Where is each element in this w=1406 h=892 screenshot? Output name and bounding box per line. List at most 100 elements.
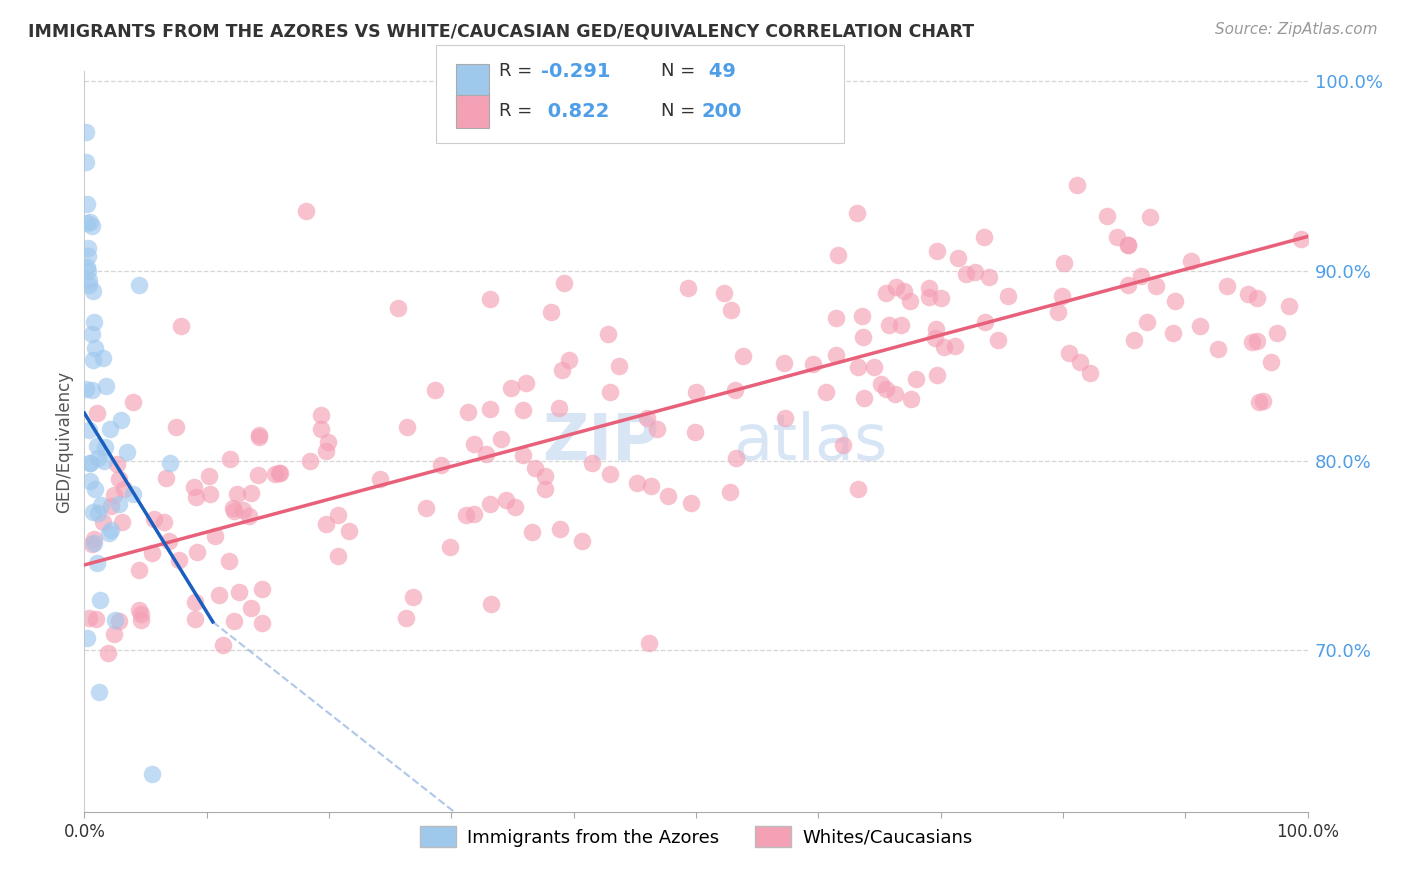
Point (512, 403, 534, 417)
Point (103, 487, 125, 501)
Point (925, 368, 948, 383)
Point (112, 482, 135, 496)
Point (862, 359, 884, 374)
Point (222, 614, 245, 628)
Point (103, 627, 125, 641)
Point (295, 204, 318, 219)
Point (890, 318, 912, 332)
Point (846, 483, 869, 497)
Point (1057, 346, 1080, 360)
Point (1260, 354, 1282, 368)
Point (86, 439, 108, 453)
Text: N =: N = (661, 103, 700, 120)
Point (851, 310, 873, 324)
Point (479, 402, 502, 417)
Point (475, 447, 498, 461)
Point (309, 408, 332, 422)
Point (1105, 230, 1128, 244)
Point (141, 766, 163, 780)
Point (505, 500, 527, 514)
Point (79, 457, 101, 471)
Point (87, 451, 110, 466)
Point (1136, 315, 1159, 329)
Point (108, 472, 131, 486)
Point (534, 482, 557, 496)
Point (1188, 318, 1211, 333)
Point (79, 611, 101, 625)
Point (681, 495, 703, 509)
Point (79, 456, 101, 470)
Text: N =: N = (661, 62, 700, 80)
Point (845, 206, 868, 220)
Point (1251, 393, 1274, 408)
Point (1236, 286, 1258, 301)
Point (141, 546, 163, 560)
Point (309, 422, 332, 436)
Point (155, 471, 177, 485)
Point (1144, 279, 1167, 293)
Point (815, 384, 838, 399)
Point (733, 349, 755, 363)
Point (1123, 333, 1146, 347)
Point (883, 387, 905, 401)
Point (918, 290, 941, 304)
Point (803, 358, 825, 372)
Text: 200: 200 (702, 102, 742, 121)
Point (723, 383, 745, 397)
Point (170, 319, 193, 334)
Point (979, 270, 1001, 285)
Point (551, 363, 574, 377)
Point (439, 540, 461, 554)
Point (943, 339, 966, 353)
Point (429, 458, 451, 472)
Point (222, 504, 245, 518)
Text: 49: 49 (702, 62, 735, 81)
Point (169, 553, 191, 567)
Point (479, 598, 502, 612)
Point (84, 611, 107, 625)
Point (247, 468, 270, 483)
Text: 0.822: 0.822 (541, 102, 610, 121)
Point (100, 523, 122, 537)
Point (80, 383, 103, 397)
Point (84, 341, 107, 355)
Point (607, 359, 630, 373)
Point (165, 419, 187, 434)
Point (91, 351, 114, 366)
Point (827, 247, 849, 261)
Point (478, 497, 501, 511)
Point (79, 215, 101, 229)
Point (657, 489, 679, 503)
Point (153, 515, 176, 529)
Point (540, 304, 562, 318)
Point (499, 381, 522, 395)
Point (247, 427, 270, 442)
Point (238, 509, 260, 524)
Point (931, 292, 953, 306)
Point (884, 279, 907, 293)
Point (80, 219, 103, 233)
Point (685, 384, 707, 399)
Text: -0.291: -0.291 (541, 62, 610, 81)
Point (87, 507, 110, 521)
Point (157, 534, 180, 549)
Point (934, 340, 956, 354)
Point (534, 468, 557, 483)
Point (524, 461, 547, 475)
Point (368, 472, 391, 486)
Point (1265, 326, 1288, 340)
Point (105, 458, 128, 472)
Point (1130, 269, 1153, 284)
Text: atlas: atlas (733, 410, 887, 473)
Point (204, 528, 226, 542)
Text: ZIP: ZIP (543, 410, 659, 473)
Point (1206, 342, 1229, 356)
Point (326, 549, 349, 563)
Point (218, 554, 240, 568)
Point (946, 251, 969, 265)
Point (463, 507, 485, 521)
Point (219, 452, 242, 467)
Point (121, 395, 143, 409)
Point (247, 430, 270, 444)
Point (84, 482, 107, 496)
